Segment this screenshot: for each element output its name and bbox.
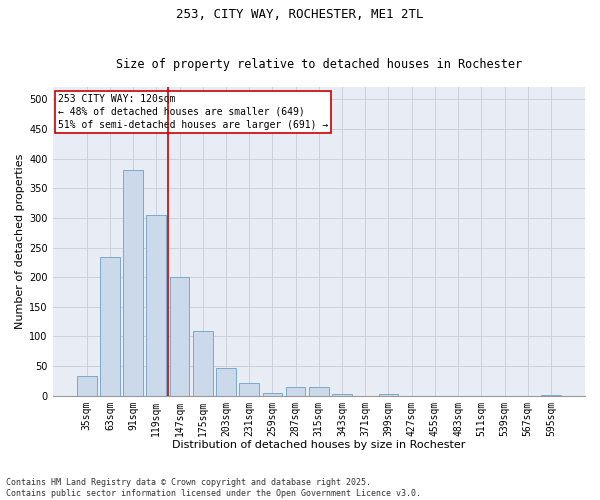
Bar: [216, 368, 236, 396]
Text: 253 CITY WAY: 120sqm
← 48% of detached houses are smaller (649)
51% of semi-deta: 253 CITY WAY: 120sqm ← 48% of detached h…: [58, 94, 328, 130]
Bar: [100, 257, 120, 396]
Text: Contains HM Land Registry data © Crown copyright and database right 2025.
Contai: Contains HM Land Registry data © Crown c…: [6, 478, 421, 498]
Bar: [170, 277, 190, 396]
Bar: [193, 330, 212, 396]
Bar: [379, 394, 398, 396]
Bar: [332, 394, 352, 396]
Text: 253, CITY WAY, ROCHESTER, ME1 2TL: 253, CITY WAY, ROCHESTER, ME1 2TL: [176, 8, 424, 20]
Bar: [309, 388, 329, 396]
Y-axis label: Number of detached properties: Number of detached properties: [15, 154, 25, 330]
X-axis label: Distribution of detached houses by size in Rochester: Distribution of detached houses by size …: [172, 440, 466, 450]
Title: Size of property relative to detached houses in Rochester: Size of property relative to detached ho…: [116, 58, 522, 71]
Bar: [286, 388, 305, 396]
Bar: [263, 394, 282, 396]
Bar: [146, 215, 166, 396]
Bar: [239, 382, 259, 396]
Bar: [77, 376, 97, 396]
Bar: [541, 394, 561, 396]
Bar: [123, 170, 143, 396]
